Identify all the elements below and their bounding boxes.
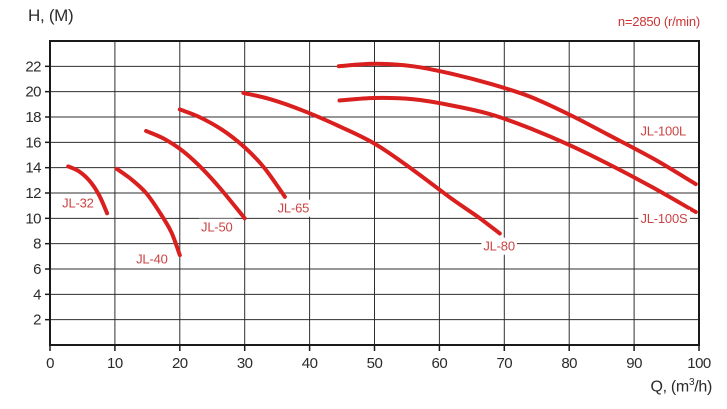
series-label-mask xyxy=(199,218,235,236)
y-tick-label: 8 xyxy=(33,236,41,253)
curve-jl-65 xyxy=(177,107,287,199)
y-tick-label: 10 xyxy=(25,210,41,227)
x-tick-label: 40 xyxy=(302,355,318,372)
x-tick-label: 0 xyxy=(46,355,54,372)
x-tick-label: 30 xyxy=(237,355,253,372)
curve-jl-32 xyxy=(66,164,110,216)
speed-annotation: n=2850 (r/min) xyxy=(617,14,700,29)
x-tick-label: 80 xyxy=(561,355,577,372)
series-label-mask xyxy=(60,194,96,212)
series-label-mask xyxy=(134,250,170,268)
series-label-jl-65: JL-65 xyxy=(278,201,310,216)
y-tick-label: 12 xyxy=(25,185,41,202)
series-label-jl-100l: JL-100L xyxy=(641,123,687,138)
y-axis-title: H, (M) xyxy=(28,6,74,25)
y-tick-label: 16 xyxy=(25,134,41,151)
x-tick-label: 100 xyxy=(687,355,711,372)
series-label-mask xyxy=(638,209,690,227)
series-label-jl-40: JL-40 xyxy=(136,251,168,266)
x-tick-label: 10 xyxy=(107,355,123,372)
curve-jl-50 xyxy=(144,128,247,221)
curve-jl-40 xyxy=(114,166,182,258)
y-tick-label: 14 xyxy=(25,160,41,177)
plot-border xyxy=(49,40,700,346)
curve-jl-80 xyxy=(241,90,502,236)
series-label-jl-50: JL-50 xyxy=(201,220,233,235)
y-tick-label: 6 xyxy=(33,261,41,278)
y-tick-label: 22 xyxy=(25,58,41,75)
series-label-mask xyxy=(481,237,517,255)
y-tick-label: 18 xyxy=(25,109,41,126)
x-axis-title-prefix: Q, (m xyxy=(650,378,689,396)
series-label-mask xyxy=(275,199,312,217)
x-axis-title: Q, (m3/h) xyxy=(650,377,712,396)
series-label-jl-32: JL-32 xyxy=(62,196,94,211)
series-label-jl-100s: JL-100S xyxy=(640,211,688,226)
x-tick-label: 20 xyxy=(172,355,188,372)
x-axis-title-sup: 3 xyxy=(688,377,695,388)
series-label-mask xyxy=(638,122,689,140)
curve-jl-100l xyxy=(336,61,698,187)
x-tick-label: 90 xyxy=(626,355,642,372)
x-tick-label: 50 xyxy=(367,355,383,372)
series-label-jl-80: JL-80 xyxy=(483,239,515,254)
y-tick-label: 4 xyxy=(33,286,41,303)
curve-jl-100s xyxy=(337,95,698,214)
y-tick-label: 2 xyxy=(33,312,41,329)
x-tick-label: 60 xyxy=(432,355,448,372)
y-tick-label: 20 xyxy=(25,84,41,101)
x-axis-title-suffix: /h) xyxy=(694,378,712,396)
x-tick-label: 70 xyxy=(496,355,512,372)
